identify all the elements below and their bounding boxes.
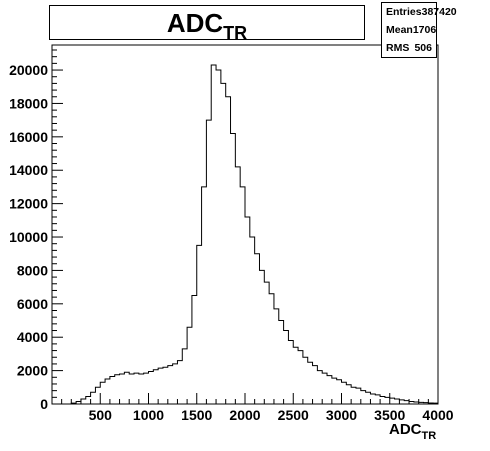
stats-value: 1706 xyxy=(412,24,437,36)
y-tick-label: 10000 xyxy=(9,229,48,245)
x-tick-label: 2500 xyxy=(278,407,309,423)
x-tick-label: 2000 xyxy=(229,407,260,423)
y-tick-label: 0 xyxy=(40,396,48,412)
y-axis-ticks: 0 2000 4000 6000 8000 10000 12000 14000 16000 180… xyxy=(9,49,63,412)
y-tick-label: 8000 xyxy=(17,262,48,278)
histogram-outline xyxy=(52,64,438,405)
chart-title: ADCTR xyxy=(166,7,248,43)
x-tick-label: 4000 xyxy=(422,407,453,423)
plot-frame xyxy=(51,44,439,405)
x-axis-label: ADCTR xyxy=(389,421,437,442)
y-tick-label: 2000 xyxy=(17,363,48,379)
stats-label: Mean xyxy=(386,24,413,36)
x-tick-label: 1000 xyxy=(133,407,164,423)
stats-label: Entries xyxy=(386,6,422,18)
stats-row-rms: RMS 506 xyxy=(386,42,432,54)
y-tick-label: 6000 xyxy=(17,296,48,312)
y-tick-label: 12000 xyxy=(9,196,48,212)
stats-value: 387420 xyxy=(421,6,457,18)
stats-label: RMS xyxy=(386,42,410,54)
stats-box: Entries 387420 Mean 1706 RMS 506 xyxy=(381,2,457,58)
x-tick-label: 3000 xyxy=(326,407,357,423)
stats-value: 506 xyxy=(414,42,432,54)
y-tick-label: 4000 xyxy=(17,329,48,345)
stats-row-entries: Entries 387420 xyxy=(386,6,457,18)
x-axis-ticks: 500 1000 1500 2000 2500 3000 3500 4000 xyxy=(51,393,454,423)
x-tick-label: 500 xyxy=(89,407,113,423)
x-tick-label: 1500 xyxy=(181,407,212,423)
stats-row-mean: Mean 1706 xyxy=(386,24,436,36)
title-box: ADCTR xyxy=(49,5,365,43)
y-tick-label: 16000 xyxy=(9,129,48,145)
y-tick-label: 20000 xyxy=(9,62,48,78)
y-tick-label: 18000 xyxy=(9,95,48,111)
y-tick-label: 14000 xyxy=(9,162,48,178)
x-tick-label: 3500 xyxy=(374,407,405,423)
